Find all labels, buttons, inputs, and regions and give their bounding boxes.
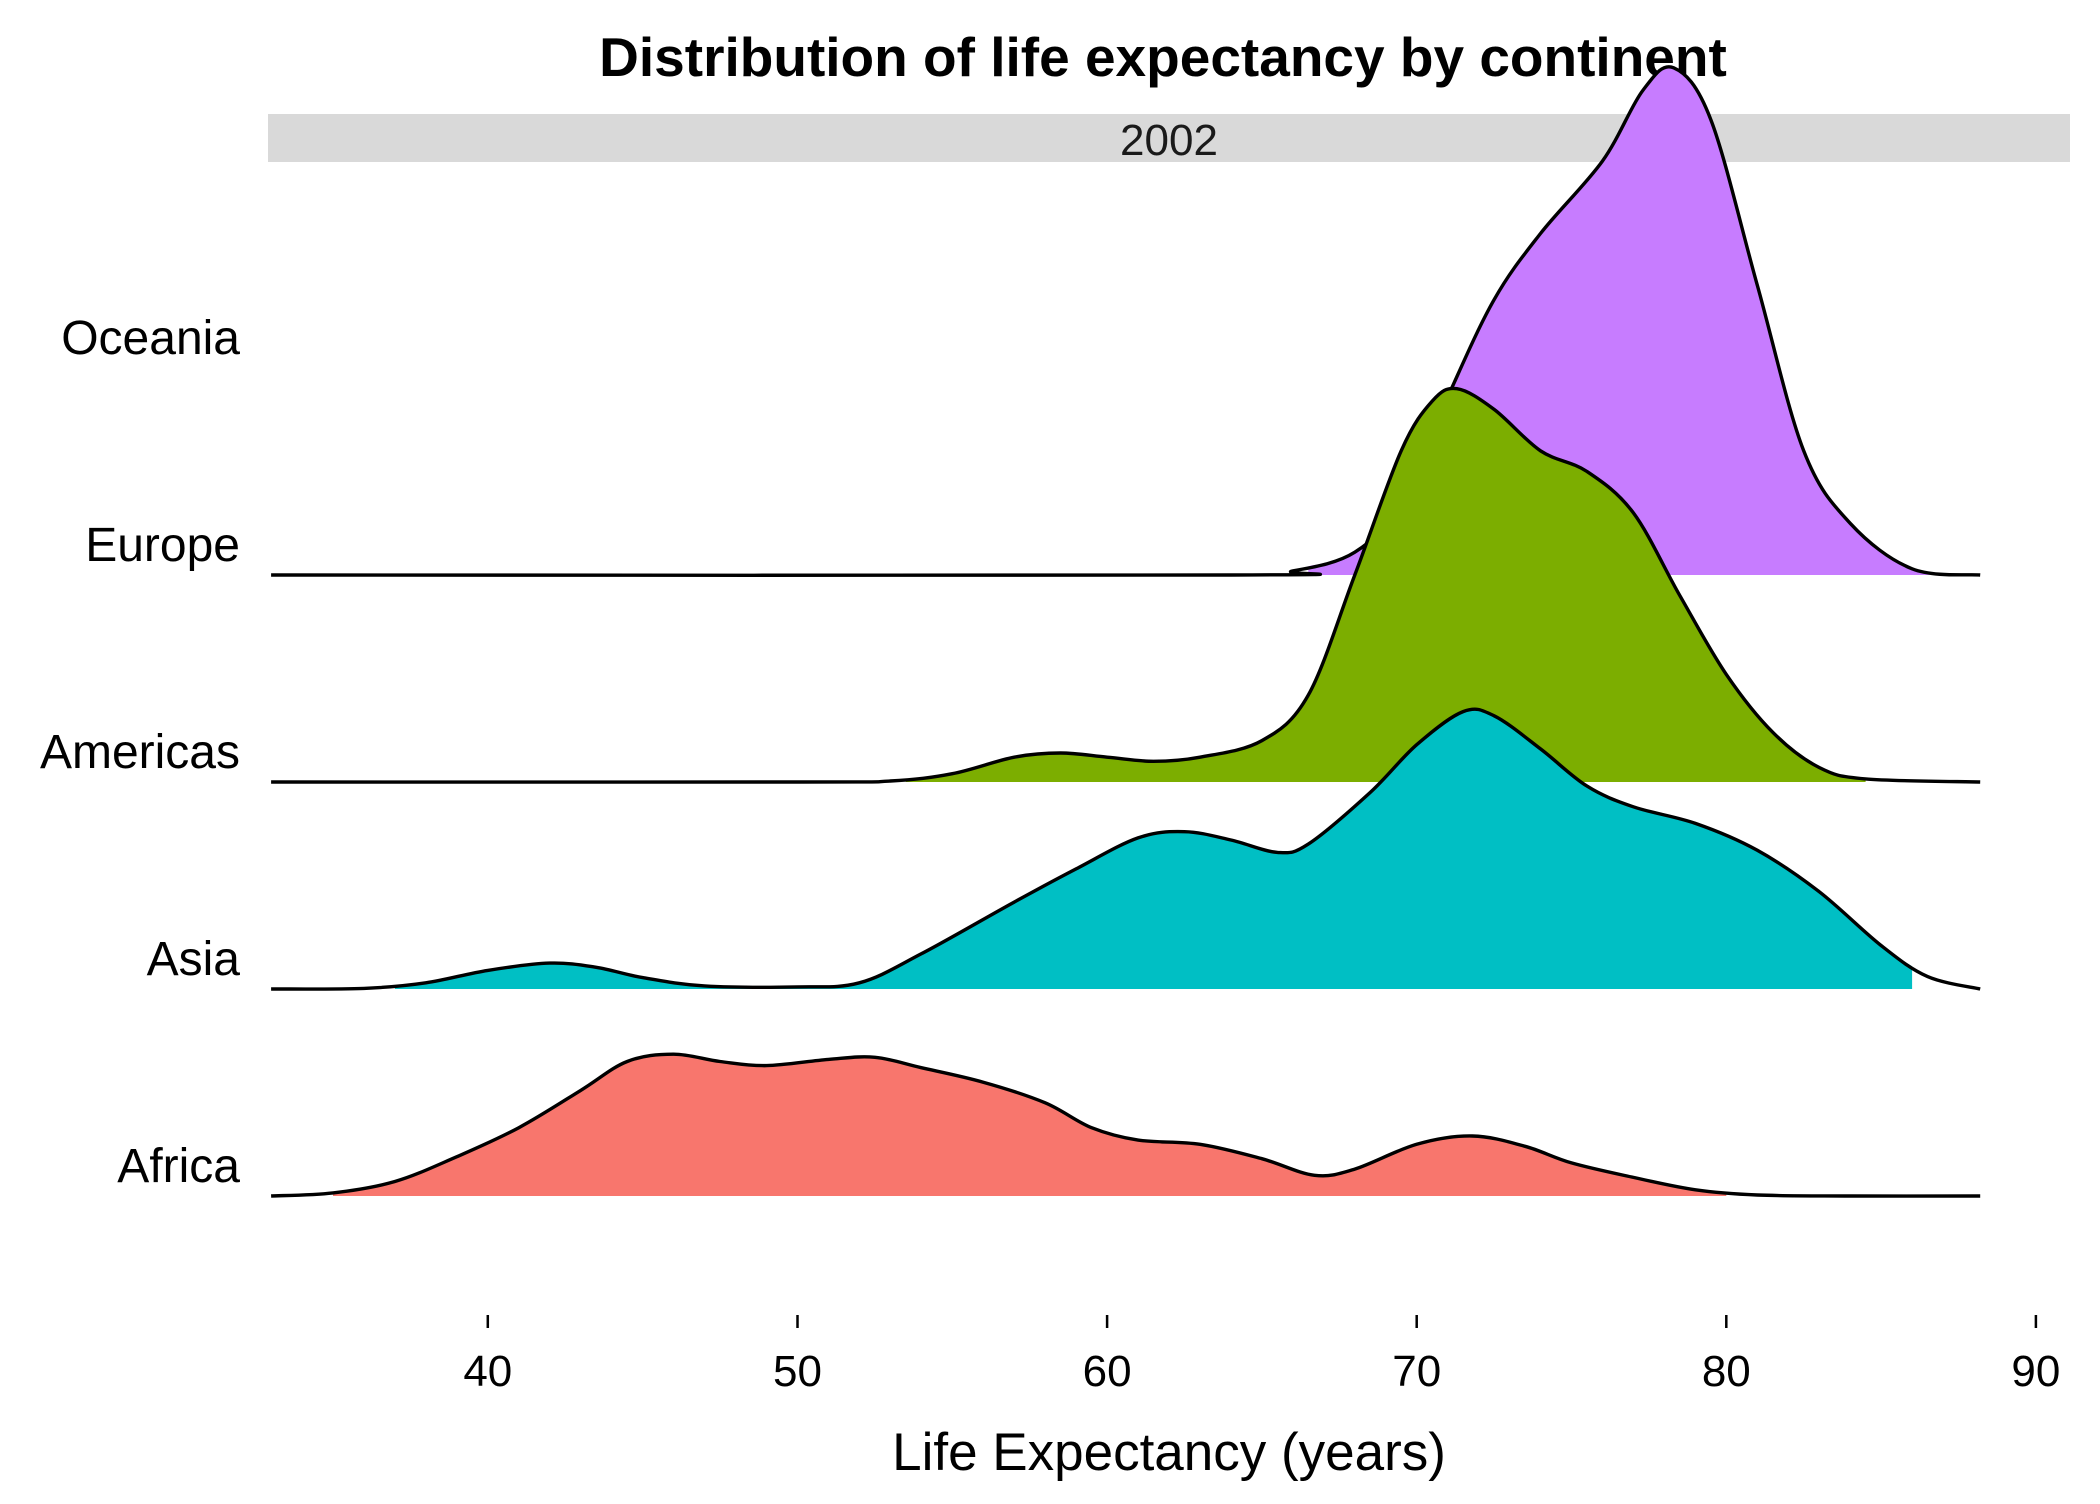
x-tick-label-70: 70 xyxy=(1392,1347,1441,1396)
x-axis-title: Life Expectancy (years) xyxy=(892,1423,1446,1482)
facet-strip xyxy=(268,114,2070,162)
x-tick-label-40: 40 xyxy=(463,1347,512,1396)
ridge-africa xyxy=(271,1052,1981,1198)
facet-strip-label: 2002 xyxy=(1120,116,1218,165)
category-label-oceania: Oceania xyxy=(61,312,240,365)
ridge-fill-americas xyxy=(905,388,1866,782)
category-label-europe: Europe xyxy=(85,519,240,572)
x-tick-label-50: 50 xyxy=(773,1347,822,1396)
chart-title: Distribution of life expectancy by conti… xyxy=(599,26,1727,88)
ridge-fill-asia xyxy=(394,709,1913,989)
category-label-africa: Africa xyxy=(117,1140,240,1193)
x-tick-label-90: 90 xyxy=(2011,1347,2060,1396)
ridge-line-europe xyxy=(271,65,1981,578)
ridge-line-americas xyxy=(271,386,1981,784)
ridge-line-asia xyxy=(271,707,1981,991)
ridge-line-africa xyxy=(271,1052,1981,1198)
x-tick-label-60: 60 xyxy=(1083,1347,1132,1396)
category-label-americas: Americas xyxy=(40,726,240,779)
ridges-layer xyxy=(271,65,1981,1198)
x-tick-label-80: 80 xyxy=(1702,1347,1751,1396)
ridge-americas xyxy=(271,386,1981,784)
ridge-asia xyxy=(271,707,1981,991)
x-axis: 40 50 60 70 80 90 xyxy=(463,1315,2060,1396)
y-axis-labels: Africa Asia Americas Europe Oceania xyxy=(40,312,240,1193)
category-label-asia: Asia xyxy=(147,933,241,986)
ridge-fill-africa xyxy=(333,1054,1727,1196)
